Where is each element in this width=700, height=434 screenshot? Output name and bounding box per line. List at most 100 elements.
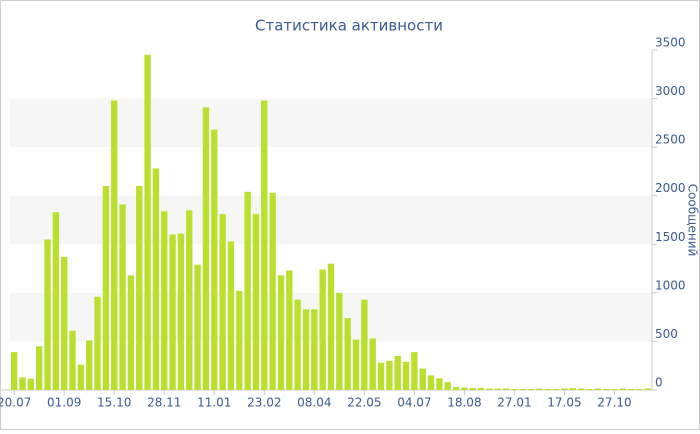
y-tick-label: 0 <box>655 376 663 390</box>
bar <box>219 214 226 390</box>
bar <box>369 338 376 390</box>
bar <box>344 318 351 390</box>
y-tick-label: 3000 <box>655 84 686 98</box>
bar <box>486 388 493 390</box>
bar <box>202 107 210 391</box>
bar <box>569 388 576 390</box>
bar <box>152 168 160 390</box>
bar <box>552 389 560 390</box>
x-tick-label: 08.04 <box>297 396 331 410</box>
bar <box>619 388 626 390</box>
bar <box>561 388 568 390</box>
x-tick-label: 20.07 <box>0 396 31 410</box>
x-tick-label: 23.02 <box>247 396 281 410</box>
bar <box>644 388 651 390</box>
bar <box>194 264 201 390</box>
bar <box>294 299 301 390</box>
y-tick-label: 2500 <box>655 133 686 147</box>
bar <box>394 356 401 390</box>
bar <box>136 186 143 390</box>
bar <box>627 389 635 390</box>
x-tick-label: 22.05 <box>347 396 381 410</box>
bar <box>244 191 251 390</box>
bar <box>236 290 243 390</box>
bar <box>86 340 93 390</box>
bar <box>94 296 101 390</box>
bar <box>527 389 535 390</box>
bar <box>44 239 51 390</box>
x-tick-label: 27.10 <box>597 396 631 410</box>
x-tick-label: 11.01 <box>197 396 231 410</box>
x-tick-label: 18.08 <box>447 396 481 410</box>
bar <box>169 234 176 390</box>
bar <box>119 204 126 390</box>
bar <box>636 389 643 390</box>
bar <box>452 387 460 390</box>
bar <box>586 389 593 390</box>
bar <box>594 388 601 390</box>
bar <box>144 54 151 390</box>
bar <box>102 186 110 390</box>
bar <box>319 269 326 390</box>
bar <box>161 211 168 390</box>
bar <box>186 210 193 390</box>
bar <box>419 368 426 390</box>
bar <box>227 241 235 390</box>
bar <box>36 346 43 390</box>
bar <box>269 192 276 390</box>
bar <box>336 292 343 390</box>
y-axis-label: Сообщений <box>686 184 700 257</box>
chart-title: Статистика активности <box>255 17 443 35</box>
bar <box>361 299 368 390</box>
y-tick-label: 1500 <box>655 230 686 244</box>
bar <box>436 378 443 390</box>
bar <box>469 388 476 390</box>
bar <box>111 100 118 390</box>
bar <box>11 352 18 390</box>
bar <box>69 330 76 390</box>
bar <box>611 389 618 390</box>
bar <box>577 388 585 390</box>
bar <box>61 256 68 390</box>
bar <box>327 263 335 390</box>
y-tick-label: 2000 <box>655 181 686 195</box>
bar <box>411 352 418 390</box>
y-tick-label: 3500 <box>655 36 686 50</box>
bar <box>252 214 260 390</box>
x-tick-label: 17.05 <box>547 396 581 410</box>
bar <box>477 388 485 390</box>
bar <box>602 389 610 390</box>
bar <box>536 388 543 390</box>
bar <box>19 377 26 390</box>
x-tick-label: 28.11 <box>147 396 181 410</box>
bar <box>352 339 360 390</box>
bar <box>427 375 435 390</box>
bar <box>544 389 551 390</box>
bar <box>444 382 451 390</box>
x-tick-label: 01.09 <box>47 396 81 410</box>
bar <box>511 389 518 390</box>
x-tick-label: 27.01 <box>497 396 531 410</box>
y-tick-label: 1000 <box>655 278 686 292</box>
bar <box>494 388 501 390</box>
bar <box>52 212 60 390</box>
y-tick-label: 500 <box>655 327 678 341</box>
bar <box>211 129 218 390</box>
x-tick-label: 15.10 <box>97 396 131 410</box>
grid-band <box>10 98 652 148</box>
bar <box>177 233 185 390</box>
bar <box>402 361 410 390</box>
bar <box>277 275 285 390</box>
bar <box>77 364 85 390</box>
bar <box>302 309 310 390</box>
bar <box>286 270 293 390</box>
bar <box>386 360 393 390</box>
bar <box>502 388 510 390</box>
bar <box>311 309 318 390</box>
bar <box>27 378 35 390</box>
bar <box>519 389 526 390</box>
bar <box>127 275 135 390</box>
x-tick-label: 04.07 <box>397 396 431 410</box>
bar <box>461 387 468 390</box>
